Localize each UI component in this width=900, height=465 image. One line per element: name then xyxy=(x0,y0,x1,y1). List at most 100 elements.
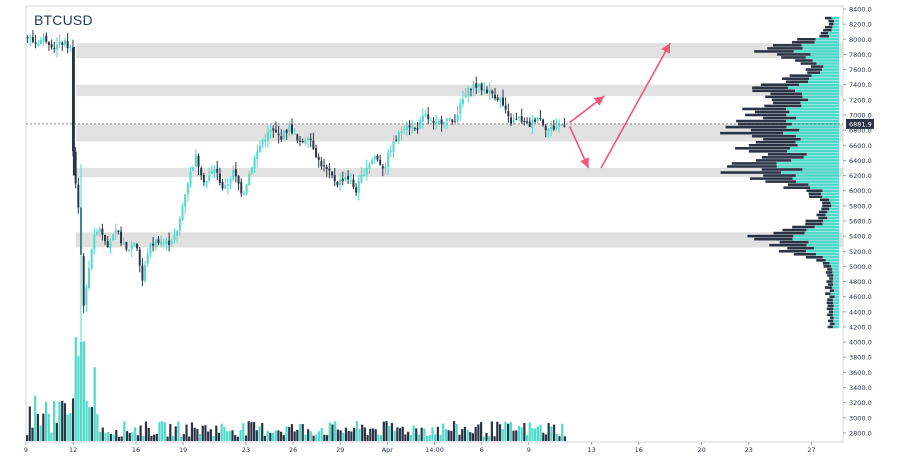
volume-profile-bar xyxy=(830,292,839,295)
candle-body xyxy=(389,151,392,153)
volume-profile-bar xyxy=(831,28,839,32)
candle-body xyxy=(248,173,251,186)
volume-bar xyxy=(363,427,366,441)
volume-profile-bar xyxy=(793,252,816,256)
volume-profile-bar xyxy=(834,19,839,23)
x-tick-label: 29 xyxy=(336,446,344,454)
volume-bar xyxy=(544,434,548,441)
volume-profile-bar xyxy=(822,201,831,205)
candle-body xyxy=(424,113,427,117)
candle-body xyxy=(309,138,312,140)
volume-bar xyxy=(482,436,485,441)
volume-profile-bar xyxy=(791,159,839,162)
volume-bar xyxy=(196,429,199,441)
candle-body xyxy=(272,128,275,131)
volume-profile-bar xyxy=(832,298,839,301)
candle-body xyxy=(55,44,58,50)
candle-body xyxy=(186,183,189,194)
volume-bar xyxy=(558,436,561,441)
volume-bar xyxy=(301,424,304,441)
candle-body xyxy=(485,89,488,94)
candle-body xyxy=(376,156,379,160)
volume-bar xyxy=(401,426,404,441)
volume-profile-bar xyxy=(781,56,806,59)
y-tick-label: 8400.0 xyxy=(849,6,872,14)
candle-body xyxy=(261,140,264,145)
projection-arrow-0 xyxy=(569,95,605,124)
volume-bar xyxy=(201,425,204,441)
volume-profile-bar xyxy=(802,95,839,99)
x-tick-label: 23 xyxy=(745,446,753,454)
candle-body xyxy=(456,114,459,122)
volume-bar xyxy=(298,423,302,441)
candle-body xyxy=(50,43,53,48)
volume-bar xyxy=(136,435,139,441)
volume-bar xyxy=(477,424,480,441)
volume-profile-bar xyxy=(779,240,809,244)
candle-body xyxy=(464,94,467,98)
volume-profile-bar xyxy=(824,286,833,289)
volume-bar xyxy=(134,427,137,441)
volume-bar xyxy=(525,435,529,441)
candle-body xyxy=(483,89,486,91)
candle-body xyxy=(384,166,387,169)
volume-profile-bar xyxy=(828,31,839,35)
volume-profile-bar xyxy=(736,119,787,123)
volume-profile-bar xyxy=(822,189,839,192)
volume-profile-bar xyxy=(810,186,839,189)
volume-profile-bar xyxy=(833,301,839,305)
volume-bar xyxy=(150,436,153,441)
candle-body xyxy=(408,125,411,128)
candle-body xyxy=(469,89,472,91)
zone-band-0 xyxy=(76,43,843,59)
volume-bar xyxy=(515,430,518,441)
candle-body xyxy=(280,135,283,140)
candle-body xyxy=(74,151,77,184)
candle-body xyxy=(160,241,163,245)
candle-body xyxy=(531,119,534,129)
volume-bar xyxy=(169,423,172,441)
volume-profile-bar xyxy=(786,119,839,123)
volume-profile-bar xyxy=(802,168,839,171)
candle-body xyxy=(400,131,403,133)
volume-profile-bar xyxy=(829,289,835,292)
candle-body xyxy=(328,168,331,171)
y-tick-label: 8200.0 xyxy=(849,21,872,29)
candle-body xyxy=(336,182,339,186)
candle-body xyxy=(488,89,491,94)
candle-body xyxy=(301,140,304,143)
volume-bar xyxy=(147,427,150,441)
volume-profile-bar xyxy=(792,237,839,241)
volume-profile-bar xyxy=(809,77,839,80)
candle-body xyxy=(387,152,390,168)
volume-profile-bar xyxy=(800,137,839,141)
candle-body xyxy=(82,256,85,306)
volume-bar xyxy=(361,424,364,441)
candle-body xyxy=(403,129,406,131)
volume-bar xyxy=(109,433,112,441)
volume-profile-bar xyxy=(827,210,839,214)
volume-profile-bar xyxy=(831,204,839,208)
volume-profile-bar xyxy=(822,195,839,199)
volume-profile-bar xyxy=(833,304,839,308)
y-tick-label: 3200.0 xyxy=(849,399,872,407)
volume-bar xyxy=(307,429,310,441)
volume-bar xyxy=(452,421,456,441)
candle-body xyxy=(461,98,464,104)
volume-bar xyxy=(244,435,248,441)
volume-profile-bar xyxy=(812,59,839,62)
candle-body xyxy=(550,126,553,130)
candle-body xyxy=(520,116,523,123)
volume-bar xyxy=(88,407,91,441)
volume-profile-bar xyxy=(805,219,824,223)
volume-bar xyxy=(26,435,29,441)
candle-body xyxy=(544,125,547,131)
candle-body xyxy=(138,249,141,266)
volume-profile-bar xyxy=(745,113,787,117)
volume-profile-bar xyxy=(828,283,834,286)
volume-bar xyxy=(431,427,434,441)
volume-profile-bar xyxy=(806,243,839,247)
candle-body xyxy=(413,127,416,129)
volume-bar xyxy=(242,423,245,441)
